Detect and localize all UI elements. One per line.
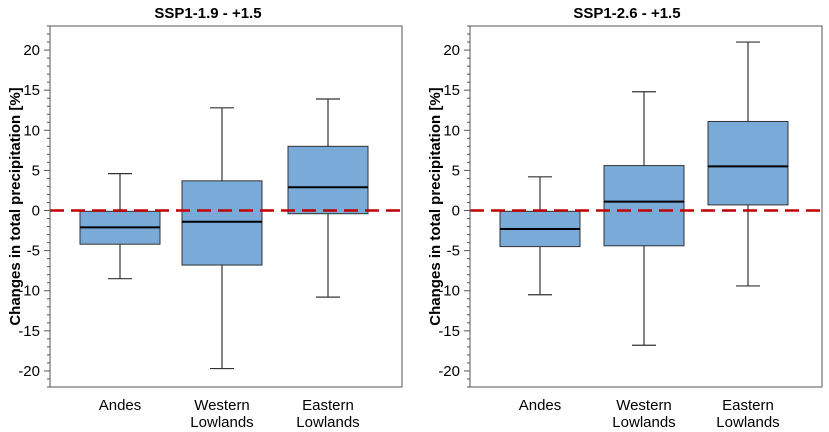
box-andes (80, 174, 160, 279)
y-tick-label: 20 (23, 42, 40, 59)
box-eastern-lowlands (288, 99, 368, 297)
y-tick-label: -20 (438, 363, 460, 380)
y-tick-label: -15 (438, 323, 460, 340)
box-western-lowlands (182, 108, 262, 369)
x-category-label-line: Andes (99, 397, 142, 414)
x-category-label-line: Andes (519, 397, 562, 414)
iqr-box (604, 166, 684, 246)
iqr-box (182, 181, 262, 265)
y-tick-label: 20 (443, 42, 460, 59)
y-tick-label: -5 (447, 243, 460, 260)
y-tick-label: 5 (452, 162, 460, 179)
y-tick-label: 5 (32, 162, 40, 179)
figure: SSP1-1.9 - +1.5Changes in total precipit… (0, 0, 829, 432)
chart-title: SSP1-2.6 - +1.5 (573, 5, 680, 22)
x-category-label: Eastern Lowlands (296, 397, 359, 431)
y-tick-label: -10 (438, 283, 460, 300)
x-category-label: Western Lowlands (190, 397, 253, 431)
y-tick-label: 15 (443, 82, 460, 99)
x-category-label: Andes (99, 397, 142, 414)
y-tick-label: 15 (23, 82, 40, 99)
x-category-label: Western Lowlands (612, 397, 675, 431)
x-category-label-line: Lowlands (716, 414, 779, 431)
y-tick-label: -20 (18, 363, 40, 380)
iqr-box (708, 121, 788, 204)
x-category-label: Eastern Lowlands (716, 397, 779, 431)
x-category-label-line: Eastern (302, 397, 354, 414)
y-tick-label: -15 (18, 323, 40, 340)
chart-title: SSP1-1.9 - +1.5 (154, 5, 261, 22)
y-tick-label: 0 (452, 203, 460, 220)
x-category-label-line: Western (616, 397, 672, 414)
x-category-label-line: Lowlands (296, 414, 359, 431)
x-category-label: Andes (519, 397, 562, 414)
box-western-lowlands (604, 92, 684, 346)
x-category-label-line: Western (194, 397, 250, 414)
iqr-box (288, 146, 368, 213)
y-tick-label: 10 (23, 122, 40, 139)
y-tick-label: -5 (27, 243, 40, 260)
x-category-label-line: Lowlands (190, 414, 253, 431)
y-tick-label: -10 (18, 283, 40, 300)
x-category-label-line: Eastern (722, 397, 774, 414)
box-andes (500, 177, 580, 295)
x-category-label-line: Lowlands (612, 414, 675, 431)
y-tick-label: 10 (443, 122, 460, 139)
y-tick-label: 0 (32, 203, 40, 220)
box-eastern-lowlands (708, 42, 788, 286)
